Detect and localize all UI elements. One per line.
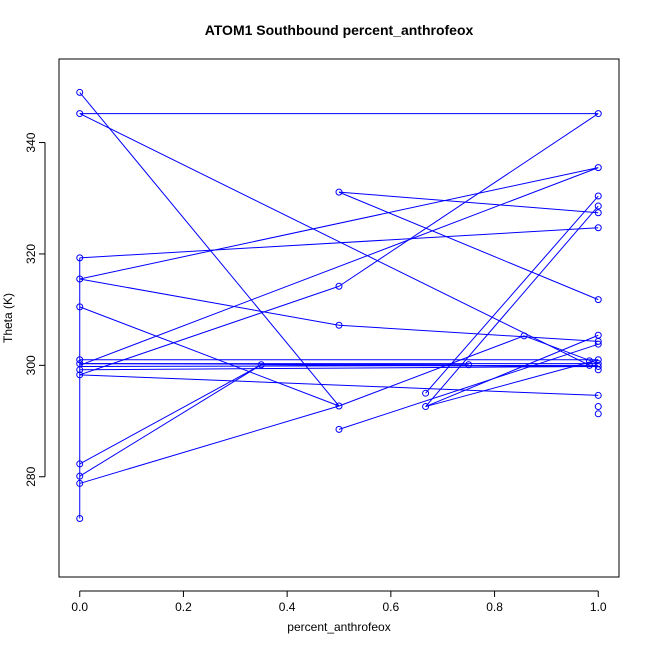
series-line: [425, 195, 599, 394]
y-tick-label: 300: [24, 355, 38, 375]
data-point: [594, 202, 602, 210]
data-point: [335, 321, 343, 329]
series-line: [338, 191, 599, 214]
data-point: [76, 303, 84, 311]
chart-title: ATOM1 Southbound percent_anthrofeox: [205, 22, 474, 38]
data-point: [76, 275, 84, 283]
data-point: [594, 366, 602, 374]
series-line: [79, 113, 590, 366]
data-point: [594, 164, 602, 172]
series-line: [79, 365, 599, 371]
series-line: [338, 191, 599, 301]
series-line: [425, 359, 599, 408]
data-point: [422, 403, 430, 411]
x-tick-label: 0.4: [279, 600, 296, 614]
data-point: [335, 425, 343, 433]
series-line: [523, 335, 599, 365]
data-point: [76, 254, 84, 262]
series-line: [338, 324, 599, 342]
plot-frame: [58, 58, 620, 578]
data-point: [520, 332, 528, 340]
data-point: [76, 479, 84, 487]
y-tick-label: 320: [24, 244, 38, 264]
x-axis-label: percent_anthrofeox: [287, 620, 390, 634]
data-point: [594, 192, 602, 200]
data-point: [335, 402, 343, 410]
y-axis-label: Theta (K): [1, 293, 15, 343]
data-point: [594, 337, 602, 345]
data-point: [76, 110, 84, 118]
data-point: [594, 391, 602, 399]
series-line: [79, 363, 469, 366]
data-point: [76, 88, 84, 96]
data-point: [76, 472, 84, 480]
data-point: [594, 331, 602, 339]
data-point: [76, 366, 84, 374]
series-line: [425, 334, 599, 408]
data-point: [594, 296, 602, 304]
series-line: [79, 364, 262, 477]
series-lines: [79, 92, 599, 519]
series-line: [79, 306, 340, 407]
data-point: [594, 110, 602, 118]
data-point: [422, 389, 430, 397]
series-line: [79, 92, 340, 407]
data-point: [594, 340, 602, 348]
series-line: [79, 405, 340, 484]
y-tick-label: 280: [24, 466, 38, 486]
series-line: [338, 113, 599, 287]
axes: 0.0 0.2 0.4 0.6 0.8 1.0 280 300 320 340: [24, 132, 607, 614]
x-tick-label: 0.2: [175, 600, 192, 614]
data-point: [76, 460, 84, 468]
series-line: [338, 343, 599, 430]
data-point: [594, 410, 602, 418]
data-point: [585, 357, 593, 365]
series-line: [79, 227, 599, 259]
data-point: [76, 371, 84, 379]
data-point: [594, 356, 602, 364]
data-point: [594, 403, 602, 411]
x-tick-label: 0.6: [383, 600, 400, 614]
series-line: [425, 205, 599, 407]
data-point: [594, 209, 602, 217]
data-point: [76, 515, 84, 523]
data-point: [585, 361, 593, 369]
series-line: [79, 278, 340, 326]
series-line: [79, 167, 599, 366]
series-line: [79, 167, 599, 280]
data-point: [594, 362, 602, 370]
x-tick-label: 0.8: [486, 600, 503, 614]
data-point: [594, 224, 602, 232]
series-line: [79, 374, 599, 396]
x-tick-label: 0.0: [71, 600, 88, 614]
data-point: [76, 356, 84, 364]
series-line: [79, 364, 262, 465]
data-point: [76, 360, 84, 368]
series-line: [338, 335, 525, 407]
data-point: [335, 282, 343, 290]
data-point: [465, 361, 473, 369]
y-tick-label: 340: [24, 132, 38, 152]
series-line: [79, 285, 340, 376]
data-markers: [76, 88, 602, 523]
data-point: [335, 188, 343, 196]
x-tick-label: 1.0: [590, 600, 607, 614]
data-point: [257, 361, 265, 369]
series-line: [79, 364, 599, 367]
